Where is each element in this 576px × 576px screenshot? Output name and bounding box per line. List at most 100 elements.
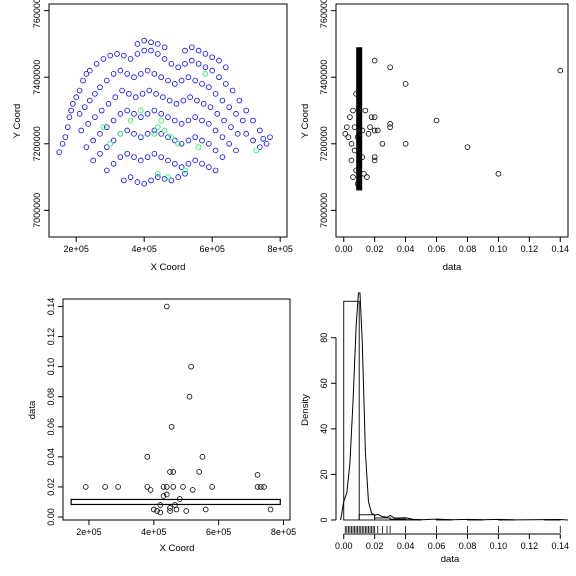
data-point	[81, 104, 88, 110]
data-point	[199, 454, 206, 460]
data-point	[114, 51, 120, 57]
data-point	[151, 150, 158, 157]
data-point	[59, 141, 66, 147]
x-tick-label: 4e+05	[132, 244, 157, 254]
y-tick-label: 7000000	[319, 193, 329, 228]
data-point	[175, 64, 182, 71]
data-point	[371, 157, 378, 164]
y-axis-label: Y Coord	[300, 104, 311, 139]
data-point	[240, 117, 246, 124]
x-tick-label: 8e+05	[268, 244, 293, 254]
data-point	[107, 52, 113, 59]
data-point	[62, 134, 69, 140]
data-point	[226, 104, 233, 110]
data-point	[161, 56, 168, 62]
scatter-points	[342, 47, 564, 191]
data-point	[212, 91, 219, 97]
data-point	[172, 117, 178, 124]
data-point	[219, 154, 226, 160]
y-tick-label: 7400000	[32, 60, 42, 95]
data-point	[76, 111, 83, 117]
data-point	[402, 141, 409, 147]
highlight-point	[154, 124, 161, 131]
data-point	[221, 117, 227, 124]
data-point	[186, 393, 193, 400]
data-point	[199, 117, 205, 124]
data-point	[202, 64, 209, 71]
data-point	[187, 94, 193, 100]
data-point	[188, 363, 194, 370]
data-point	[402, 81, 409, 87]
data-point	[144, 111, 151, 117]
data-point	[182, 47, 188, 54]
data-point	[139, 91, 146, 97]
data-point	[102, 484, 108, 490]
data-point	[233, 147, 239, 154]
y-tick-label: 0.14	[46, 298, 56, 316]
highlight-point	[168, 134, 175, 140]
y-tick-label: 0.12	[46, 328, 56, 346]
data-point	[209, 54, 216, 61]
data-point	[368, 114, 375, 120]
data-point	[76, 87, 83, 94]
data-point	[189, 44, 195, 51]
data-point	[219, 134, 226, 140]
x-tick-label: 0.12	[521, 541, 539, 551]
highlight-point	[100, 124, 107, 131]
data-point	[361, 170, 367, 177]
data-point	[167, 508, 173, 514]
data-point	[192, 157, 199, 164]
histogram-marks	[340, 292, 569, 533]
data-point	[151, 107, 158, 114]
data-point	[82, 484, 89, 490]
data-point	[105, 101, 112, 107]
data-point	[131, 111, 137, 117]
data-point	[161, 175, 168, 182]
highlight-point	[154, 170, 161, 177]
data-point	[85, 121, 91, 127]
y-tick-label: 7200000	[32, 126, 42, 161]
data-point	[104, 77, 110, 84]
data-point	[250, 137, 256, 144]
y-tick-label: 40	[319, 424, 329, 434]
data-point	[78, 127, 85, 134]
data-point	[202, 51, 209, 57]
data-point	[158, 131, 165, 137]
data-point	[92, 91, 98, 97]
data-point	[347, 114, 353, 120]
data-point	[178, 164, 185, 170]
data-point	[387, 121, 393, 127]
x-tick-label: 0.06	[428, 244, 446, 254]
data-point	[121, 52, 127, 59]
x-axis-label: data	[441, 554, 460, 565]
data-point	[228, 124, 234, 130]
data-point	[250, 117, 256, 124]
data-point	[234, 131, 241, 137]
data-point	[168, 177, 175, 184]
x-tick-label: 0.12	[521, 244, 539, 254]
data-point	[351, 147, 358, 154]
data-point	[261, 484, 267, 490]
data-point	[263, 141, 270, 147]
data-point	[87, 97, 93, 104]
x-tick-label: 6e+05	[200, 244, 225, 254]
data-point	[359, 154, 366, 160]
data-point	[256, 144, 263, 150]
data-point	[185, 117, 192, 124]
highlight-point	[151, 130, 158, 137]
data-point	[119, 87, 125, 94]
data-point	[151, 506, 157, 513]
x-axis-label: X Coord	[160, 543, 195, 554]
data-point	[132, 94, 139, 100]
data-point	[110, 117, 117, 124]
data-point	[344, 124, 350, 130]
panel-histogram-density: 0.00 0.02 0.04 0.06 0.08 0.10 0.12 0.14 0 20 40 60 8…	[300, 292, 569, 565]
x-tick-label: 0.06	[428, 541, 446, 551]
data-point	[243, 107, 250, 114]
data-point	[155, 51, 161, 57]
data-point	[157, 502, 164, 508]
y-tick-label: 0.02	[46, 478, 56, 496]
panel-scatter-data-y: 0.00 0.02 0.04 0.06 0.08 0.10 0.12 0.14 7000000 7…	[300, 0, 569, 273]
data-point	[167, 505, 173, 511]
x-tick-label: 2e+05	[64, 244, 89, 254]
